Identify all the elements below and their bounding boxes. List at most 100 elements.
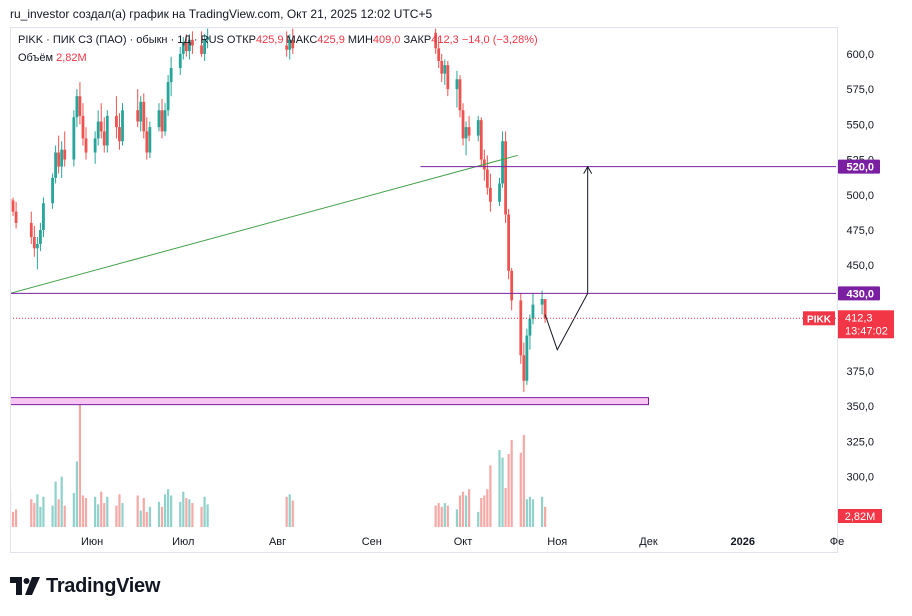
volume-label: Объём — [18, 52, 54, 64]
open-label: ОТКР — [226, 34, 256, 46]
x-tick-label: Авг — [269, 536, 286, 548]
candle — [467, 115, 471, 142]
volume-bar — [188, 499, 191, 527]
low-value: 409,0 — [372, 34, 401, 46]
tradingview-logo-icon — [10, 577, 40, 595]
candle — [99, 103, 103, 139]
volume-bar — [446, 505, 449, 527]
candle-body — [54, 152, 58, 178]
candle-body — [285, 45, 289, 50]
volume-bar — [206, 504, 209, 527]
candle-body — [142, 101, 146, 132]
support-zone — [11, 397, 649, 406]
candle — [60, 141, 64, 178]
candle-body — [440, 60, 444, 74]
candle-body — [160, 110, 164, 132]
volume-value: 2,82M — [56, 52, 87, 64]
volume-bar — [519, 452, 522, 527]
volume-tag-label: 2,82M — [845, 511, 876, 523]
candle-body — [42, 203, 45, 230]
candle-body — [11, 200, 15, 212]
close-label: ЗАКР — [403, 34, 432, 46]
high-label: МАКС — [286, 34, 318, 46]
candle — [543, 299, 547, 323]
candle — [464, 121, 468, 156]
candle-body — [203, 39, 206, 54]
candle-body — [504, 141, 507, 215]
candle — [507, 208, 511, 280]
x-tick-label: Окт — [454, 536, 473, 548]
candle — [203, 34, 206, 61]
volume-bar — [142, 498, 145, 527]
volume-bar — [33, 503, 36, 527]
candle — [525, 328, 529, 385]
volume-bar — [179, 501, 182, 527]
price-tag-bg — [838, 286, 880, 301]
candle-body — [458, 79, 462, 111]
candle — [181, 37, 185, 60]
candle — [510, 268, 514, 311]
candle — [531, 293, 535, 325]
candle — [29, 211, 33, 245]
last-price-countdown: 13:47:02 — [845, 325, 888, 337]
candle-body — [543, 299, 547, 319]
volume-bar — [528, 496, 532, 527]
candle — [522, 342, 526, 392]
candle — [142, 93, 146, 139]
volume-bar — [36, 494, 39, 527]
last-price-tag-bg — [838, 310, 894, 339]
volume-bar — [75, 461, 78, 527]
volume-bar — [81, 495, 85, 527]
volume-bar — [461, 491, 465, 527]
candle-body — [32, 237, 36, 249]
volume-bar — [510, 440, 513, 527]
volume-bar — [440, 506, 443, 527]
y-tick-label: 450,0 — [846, 260, 874, 272]
volume-bar — [30, 499, 33, 527]
volume-bar — [115, 505, 118, 527]
volume-bar — [486, 489, 489, 527]
candle-body — [291, 39, 295, 49]
candle-body — [507, 214, 511, 271]
candle — [32, 225, 36, 257]
candle-body — [434, 32, 438, 49]
y-tick-label: 600,0 — [846, 49, 874, 61]
candle — [160, 98, 164, 139]
plot-area — [11, 28, 836, 527]
candle — [446, 60, 450, 97]
candle-body — [57, 152, 61, 167]
candle — [145, 117, 149, 160]
candle-body — [187, 39, 191, 52]
volume-bar — [522, 435, 525, 527]
candle — [81, 103, 85, 146]
price-tag-label: 520,0 — [846, 162, 874, 174]
candle — [63, 131, 67, 167]
x-tick-label: Июн — [81, 536, 103, 548]
trend-line — [11, 154, 518, 294]
y-tick-label: 300,0 — [846, 471, 874, 483]
candle-body — [105, 115, 109, 146]
candle — [75, 89, 79, 128]
tradingview-logo[interactable]: TradingView — [10, 573, 160, 599]
volume-bar — [100, 491, 103, 527]
candle — [476, 115, 480, 142]
volume-bar — [288, 494, 291, 527]
candle-body — [479, 120, 483, 160]
candle-body — [14, 211, 18, 223]
candle-body — [29, 222, 33, 238]
candle — [96, 110, 100, 146]
candle — [200, 31, 203, 57]
volume-bar — [121, 503, 124, 527]
price-tag-bg — [838, 159, 880, 174]
candle — [93, 131, 97, 164]
volume-bar — [78, 401, 82, 527]
candle-body — [145, 131, 149, 153]
volume-bar — [507, 453, 510, 527]
volume-bar — [63, 505, 66, 527]
volume-bar — [285, 496, 288, 527]
candle-body — [63, 149, 67, 160]
volume-bar — [163, 494, 167, 527]
candle — [148, 121, 152, 159]
volume-bar — [170, 495, 173, 527]
